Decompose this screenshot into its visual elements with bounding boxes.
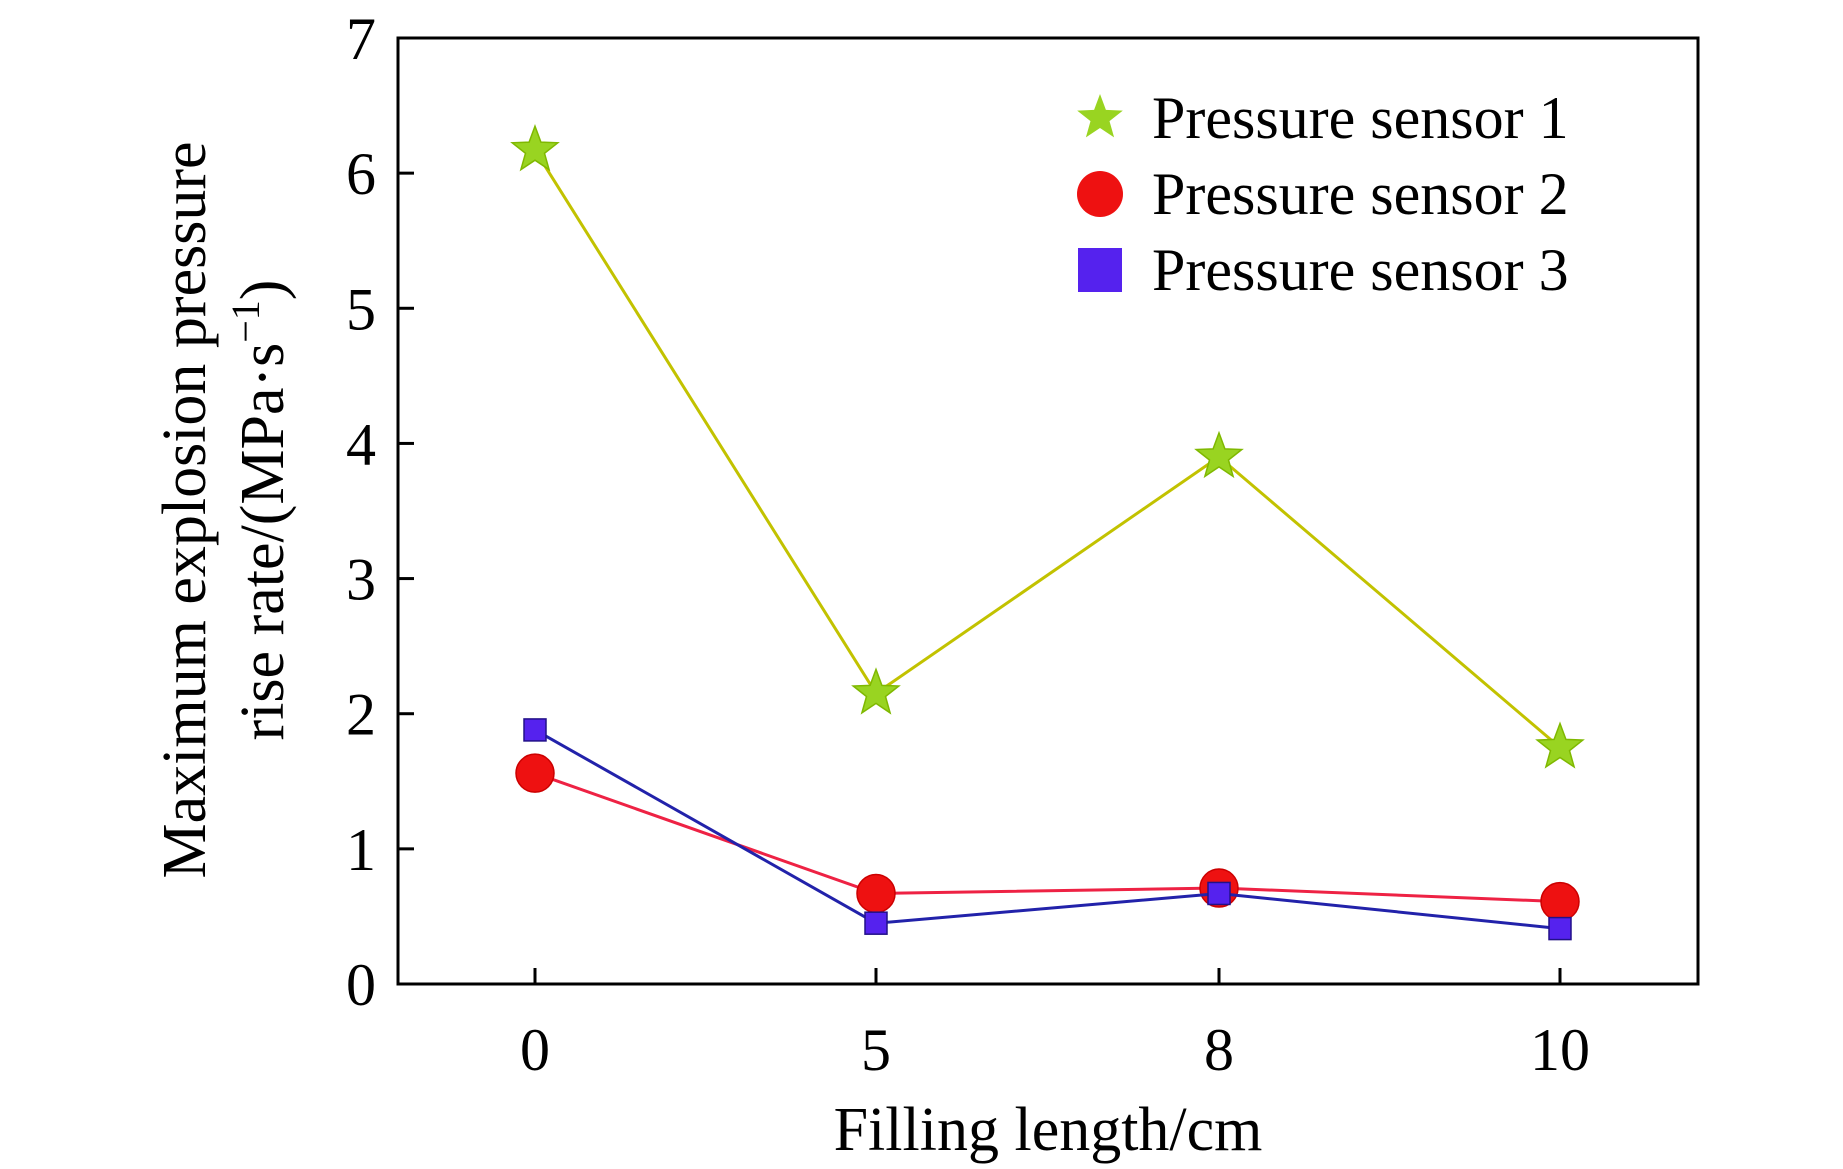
legend-label-1: Pressure sensor 1 [1152,85,1569,151]
y-tick-label-4: 4 [346,411,376,477]
series-1-point-3 [1535,721,1585,769]
series-2 [515,753,1580,922]
series-1-point-0 [510,124,560,172]
x-tick-label-0: 0 [520,1017,550,1083]
y-tick-label-7: 7 [346,6,376,72]
legend-entry-1: Pressure sensor 1 [1077,85,1569,151]
y-axis-title: Maximum explosion pressure rise rate/(MP… [151,141,297,878]
plot-frame [396,36,1700,986]
series-3-point-3 [1548,916,1572,941]
series-1-line [533,149,1561,749]
y-axis-title-exponent: −1 [223,300,268,343]
y-tick-label-6: 6 [346,141,376,207]
x-axis-title: Filling length/cm [834,1096,1263,1164]
series-2-point-1 [856,873,896,914]
legend-label-3: Pressure sensor 3 [1152,237,1569,303]
series-3-line [534,728,1561,931]
series-3-point-2 [1207,881,1231,906]
y-axis-title-close: ) [229,280,297,301]
y-tick-label-5: 5 [346,276,376,342]
series-2-line [534,771,1561,904]
y-axis: 0 1 2 3 4 5 6 7 [346,6,414,1018]
series-layer [510,124,1585,941]
x-tick-label-2: 8 [1204,1017,1234,1083]
x-tick-label-1: 5 [861,1017,891,1083]
legend: Pressure sensor 1 Pressure sensor 2 Pressu… [1077,85,1569,303]
series-3 [523,718,1572,941]
series-1-point-2 [1194,430,1244,479]
series-3-point-1 [864,911,888,935]
y-axis-title-line2: rise rate/(MPa·s−1) [223,280,297,741]
y-axis-title-line1: Maximum explosion pressure [151,141,219,878]
legend-marker-1 [1077,94,1123,138]
y-tick-label-1: 1 [346,817,376,883]
y-axis-title-unit: rise rate/(MPa·s [229,343,297,741]
series-2-point-0 [515,753,555,793]
y-tick-label-2: 2 [346,682,376,748]
legend-marker-2 [1077,171,1123,217]
legend-entry-2: Pressure sensor 2 [1077,161,1569,227]
x-axis: 0 5 8 10 [520,968,1590,1083]
y-tick-label-0: 0 [346,952,376,1018]
series-1-point-1 [851,667,901,715]
legend-entry-3: Pressure sensor 3 [1078,237,1569,303]
legend-label-2: Pressure sensor 2 [1152,161,1569,227]
x-tick-label-3: 10 [1530,1017,1590,1083]
legend-marker-3 [1078,248,1122,292]
y-tick-label-3: 3 [346,547,376,613]
series-2-point-3 [1540,881,1580,922]
series-1 [510,124,1585,769]
series-3-point-0 [523,718,547,742]
